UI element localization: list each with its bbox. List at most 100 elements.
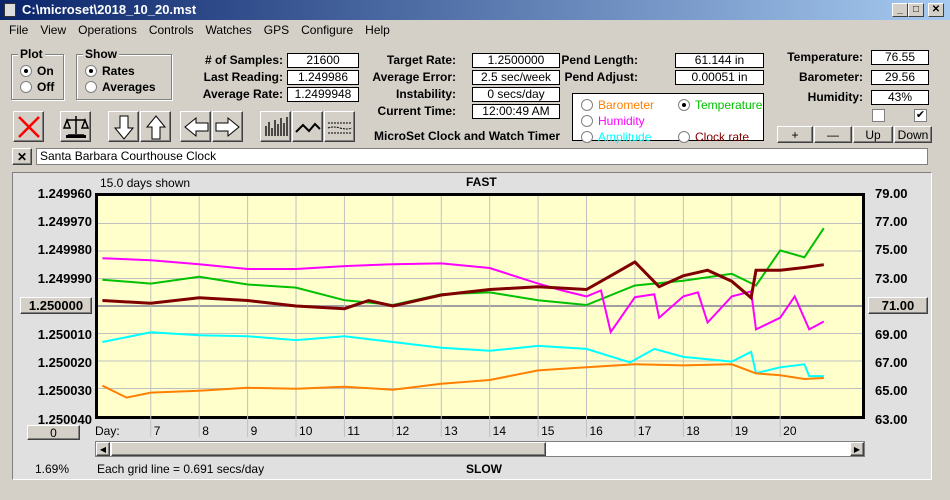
stats2-label: Target Rate:: [386, 53, 456, 67]
day-tick-label: 18: [686, 424, 700, 438]
horizontal-scrollbar[interactable]: ◀ ▶: [95, 441, 865, 457]
plot_group-radio-on[interactable]: On: [20, 63, 54, 79]
averagerate-field: 1.2499948: [287, 87, 359, 102]
plot-group-title: Plot: [18, 47, 45, 61]
checkbox-2[interactable]: ✔: [914, 109, 927, 122]
left-axis-tick: 1.250010: [37, 327, 92, 342]
days-shown: 15.0 days shown: [100, 176, 191, 190]
balance-scale-icon: [62, 115, 90, 138]
day-tick-label: 12: [395, 424, 410, 438]
toolbar-button-arrow-up[interactable]: [140, 111, 171, 142]
menu-operations[interactable]: Operations: [78, 23, 137, 37]
series-legend: Barometer Temperature Humidity Amplitude Clo…: [572, 93, 764, 144]
plot_group-radio-off[interactable]: Off: [20, 79, 54, 95]
toolbar-button-arrow-right[interactable]: [212, 111, 243, 142]
toolbar-button-arrow-left[interactable]: [180, 111, 211, 142]
menu-file[interactable]: File: [9, 23, 29, 37]
stats1-label: Last Reading:: [203, 70, 283, 84]
legend-radio-clock-rate[interactable]: Clock rate: [678, 129, 749, 145]
radio-label: Rates: [102, 64, 135, 78]
close-button[interactable]: ✕: [928, 3, 944, 17]
bar-graph-icon: [265, 116, 288, 136]
scroll-right-button[interactable]: ▶: [850, 442, 864, 456]
radio-icon: [581, 131, 593, 143]
grid-note: Each grid line = 0.691 secs/day: [97, 462, 265, 476]
line-graph-icon: [295, 122, 321, 133]
menu-bar: File View Operations Controls Watches GPS Conf…: [3, 21, 396, 40]
right-center-button[interactable]: 71.00: [868, 297, 928, 314]
menu-watches[interactable]: Watches: [205, 23, 252, 37]
legend-label: Barometer: [598, 98, 655, 112]
toolbar-button-delete[interactable]: [13, 111, 44, 142]
day-tick-label: 17: [637, 424, 652, 438]
radio-label: Averages: [102, 80, 156, 94]
scale-button-plus[interactable]: +: [777, 126, 813, 143]
stats2-label: Current Time:: [377, 104, 456, 118]
day-tick-label: 9: [250, 424, 258, 438]
menu-controls[interactable]: Controls: [148, 23, 194, 37]
left-axis-tick: 1.250020: [37, 355, 92, 371]
left-axis-tick: 1.249970: [37, 214, 92, 230]
menu-help[interactable]: Help: [365, 23, 390, 37]
right-axis-tick: 73.00: [875, 270, 908, 286]
plot-group: Plot On Off: [11, 47, 64, 100]
show_group-radio-rates[interactable]: Rates: [85, 63, 156, 79]
toolbar-button-line-graph[interactable]: [292, 111, 323, 142]
toolbar-button-arrow-down[interactable]: [108, 111, 139, 142]
percent-readout: 1.69%: [35, 462, 70, 476]
maximize-button[interactable]: □: [908, 3, 924, 17]
legend-radio-barometer[interactable]: Barometer: [581, 97, 654, 113]
checkbox-1[interactable]: [872, 109, 885, 122]
day-tick-label: 20: [783, 424, 797, 438]
fast-label: FAST: [466, 175, 497, 189]
ofsamples-field: 21600: [287, 53, 359, 68]
show-group: Show Rates Averages: [76, 47, 172, 100]
stats3-label: Pend Length:: [561, 53, 638, 67]
scale-button-up[interactable]: Up: [853, 126, 893, 143]
legend-radio-temperature[interactable]: Temperature: [678, 97, 762, 113]
temperature-field: 76.55: [871, 50, 929, 65]
right-axis-tick: 63.00: [875, 411, 908, 427]
day-tick-label: 13: [444, 424, 458, 438]
day-axis-label: Day:: [95, 424, 120, 438]
series-line-humidity: [102, 257, 825, 335]
window-title: C:\microset\2018_10_20.mst: [22, 2, 197, 17]
legend-label: Clock rate: [695, 130, 750, 144]
radio-icon: [85, 65, 97, 77]
menu-configure[interactable]: Configure: [301, 23, 354, 37]
menu-gps[interactable]: GPS: [263, 23, 290, 37]
clear-watch-button[interactable]: ✕: [12, 148, 32, 165]
show-group-title: Show: [83, 47, 119, 61]
scale-button-minus[interactable]: —: [814, 126, 852, 143]
barometer-field: 29.56: [871, 70, 929, 85]
series-line-amplitude: [102, 331, 824, 378]
watch-name-input[interactable]: Santa Barbara Courthouse Clock: [36, 148, 928, 165]
left-axis-tick: 1.250040: [37, 411, 92, 427]
slow-label: SLOW: [466, 462, 502, 476]
currenttime-field: 12:00:49 AM: [472, 104, 560, 119]
show_group-radio-averages[interactable]: Averages: [85, 79, 156, 95]
day-tick-label: 10: [299, 424, 313, 438]
env-label: Temperature:: [787, 50, 863, 64]
scroll-thumb[interactable]: [111, 442, 546, 456]
left-axis-tick: 1.249990: [37, 270, 92, 286]
left-axis-tick: 1.250030: [37, 383, 92, 399]
offset-button[interactable]: 0: [27, 425, 80, 440]
radio-label: Off: [37, 80, 55, 94]
left-axis-tick: 1.249980: [37, 242, 92, 258]
toolbar-button-bar-graph[interactable]: [260, 111, 291, 142]
toolbar-button-averages-lines[interactable]: [324, 111, 355, 142]
env-label: Humidity:: [807, 90, 863, 104]
left-center-button[interactable]: 1.250000: [20, 297, 92, 314]
legend-radio-amplitude[interactable]: Amplitude: [581, 129, 651, 145]
scroll-left-button[interactable]: ◀: [96, 442, 110, 456]
env-label: Barometer:: [798, 70, 863, 84]
toolbar-button-balance-scale[interactable]: [60, 111, 91, 142]
radio-icon: [581, 115, 593, 127]
menu-view[interactable]: View: [40, 23, 67, 37]
radio-label: On: [37, 64, 54, 78]
legend-radio-humidity[interactable]: Humidity: [581, 113, 645, 129]
minimize-button[interactable]: _: [892, 3, 908, 17]
scale-button-down[interactable]: Down: [894, 126, 932, 143]
arrow-up-icon: [145, 114, 167, 139]
